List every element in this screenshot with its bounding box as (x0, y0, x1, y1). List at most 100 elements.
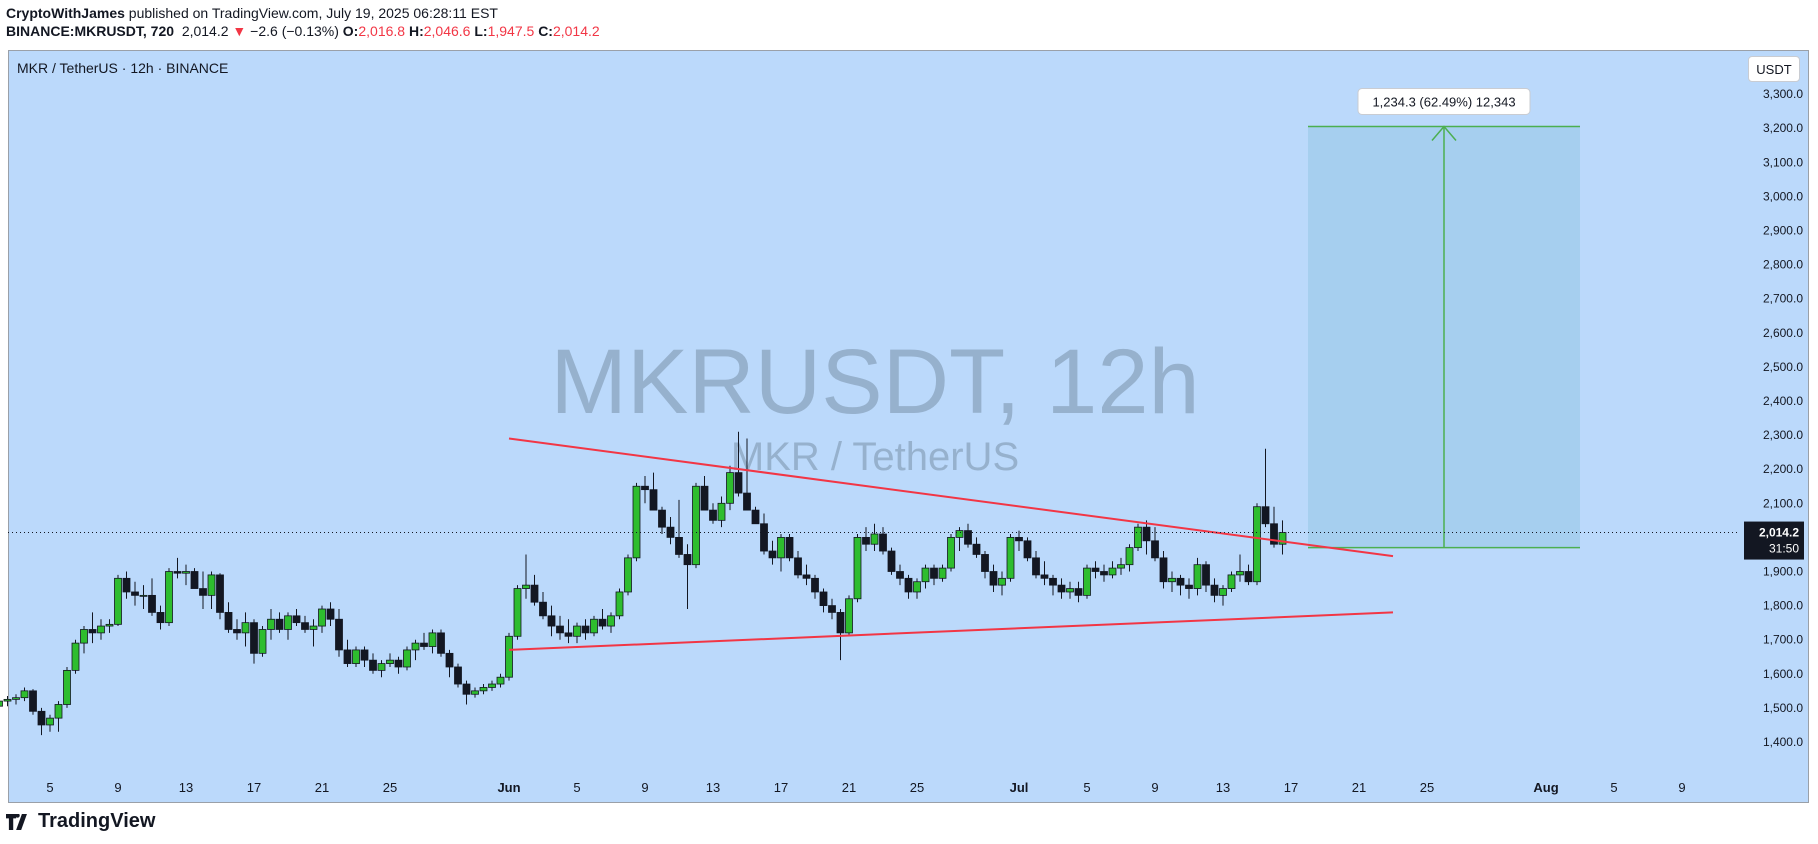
candle-up[interactable] (1066, 588, 1074, 593)
candle-down[interactable] (598, 618, 607, 627)
candle-down[interactable] (462, 683, 471, 695)
candle-up[interactable] (853, 537, 862, 600)
candle-down[interactable] (581, 625, 590, 634)
candle-down[interactable] (649, 489, 658, 511)
candle-down[interactable] (879, 533, 887, 552)
candle-up[interactable] (717, 502, 726, 521)
tradingview-footer[interactable]: TradingView (6, 810, 155, 833)
candle-up[interactable] (998, 577, 1006, 586)
candle-down[interactable] (1015, 537, 1023, 542)
candle-down[interactable] (734, 472, 743, 494)
candle-down[interactable] (785, 537, 794, 559)
candle-down[interactable] (37, 710, 46, 726)
candle-down[interactable] (743, 492, 751, 511)
candle-down[interactable] (862, 537, 870, 545)
candle-up[interactable] (870, 533, 879, 545)
candle-up[interactable] (1006, 537, 1015, 579)
candle-down[interactable] (972, 543, 981, 555)
candle-up[interactable] (1125, 547, 1134, 566)
candle-down[interactable] (794, 557, 802, 576)
candle-down[interactable] (675, 537, 683, 555)
candle-down[interactable] (343, 649, 352, 664)
candle-down[interactable] (199, 588, 207, 596)
candle-up[interactable] (488, 683, 496, 688)
candle-up[interactable] (386, 659, 394, 664)
candle-down[interactable] (275, 618, 284, 630)
candle-up[interactable] (479, 687, 488, 692)
candle-down[interactable] (394, 659, 403, 668)
candle-down[interactable] (760, 523, 768, 552)
candle-down[interactable] (1057, 584, 1066, 593)
candle-down[interactable] (1074, 588, 1083, 596)
candle-up[interactable] (165, 571, 173, 624)
candle-up[interactable] (921, 567, 930, 583)
candle-up[interactable] (938, 567, 947, 579)
candle-up[interactable] (267, 618, 275, 630)
candle-down[interactable] (29, 690, 37, 712)
candle-up[interactable] (1168, 577, 1176, 583)
candle-down[interactable] (445, 652, 454, 668)
candle-down[interactable] (301, 622, 309, 630)
candle-up[interactable] (403, 649, 411, 668)
candle-down[interactable] (836, 612, 845, 634)
candle-up[interactable] (97, 625, 105, 634)
candle-down[interactable] (420, 642, 428, 647)
candle-up[interactable] (573, 625, 581, 637)
candle-up[interactable] (955, 530, 964, 538)
candle-up[interactable] (12, 697, 20, 700)
candle-down[interactable] (989, 571, 998, 586)
candle-up[interactable] (913, 581, 921, 593)
candle-down[interactable] (1202, 564, 1210, 586)
candle-down[interactable] (156, 612, 165, 624)
currency-button[interactable]: USDT (1748, 56, 1800, 82)
candle-up[interactable] (496, 676, 505, 685)
candle-up[interactable] (207, 574, 216, 596)
candle-up[interactable] (309, 625, 318, 630)
candle-up[interactable] (258, 629, 267, 654)
candle-down[interactable] (811, 577, 819, 593)
candle-down[interactable] (556, 625, 564, 634)
candle-down[interactable] (539, 601, 547, 617)
candle-up[interactable] (845, 598, 853, 634)
candle-down[interactable] (641, 485, 649, 491)
candle-down[interactable] (700, 485, 709, 511)
candle-down[interactable] (88, 629, 97, 634)
candle-up[interactable] (947, 537, 955, 569)
candle-down[interactable] (904, 577, 913, 593)
candle-up[interactable] (139, 594, 148, 597)
candle-up[interactable] (471, 690, 479, 695)
candle-up[interactable] (1227, 574, 1236, 589)
candle-down[interactable] (930, 567, 938, 579)
candle-up[interactable] (1083, 567, 1091, 596)
candle-up[interactable] (54, 704, 63, 719)
candle-down[interactable] (326, 608, 335, 620)
candle-down[interactable] (1151, 540, 1159, 559)
candle-down[interactable] (122, 577, 131, 593)
candle-down[interactable] (981, 554, 989, 572)
candle-down[interactable] (1159, 557, 1168, 583)
candle-down[interactable] (896, 571, 904, 579)
candle-down[interactable] (148, 594, 156, 613)
candle-down[interactable] (292, 615, 301, 624)
candle-down[interactable] (1032, 557, 1040, 576)
candle-down[interactable] (658, 509, 666, 528)
candle-down[interactable] (768, 550, 777, 559)
candle-up[interactable] (1278, 532, 1287, 545)
candle-down[interactable] (131, 591, 139, 596)
candle-up[interactable] (318, 608, 326, 627)
candle-up[interactable] (1193, 564, 1202, 589)
candle-up[interactable] (71, 642, 80, 671)
candle-up[interactable] (1236, 571, 1244, 576)
candle-down[interactable] (1049, 577, 1057, 586)
candle-down[interactable] (666, 526, 675, 538)
candle-down[interactable] (709, 509, 717, 521)
candle-down[interactable] (360, 649, 369, 661)
lower-trendline[interactable] (508, 611, 1394, 651)
candle-up[interactable] (182, 571, 190, 574)
candle-down[interactable] (224, 612, 233, 630)
candle-up[interactable] (428, 632, 437, 647)
candle-down[interactable] (547, 615, 556, 627)
candle-up[interactable] (624, 557, 632, 593)
candle-up[interactable] (284, 615, 292, 630)
candle-up[interactable] (105, 623, 114, 627)
